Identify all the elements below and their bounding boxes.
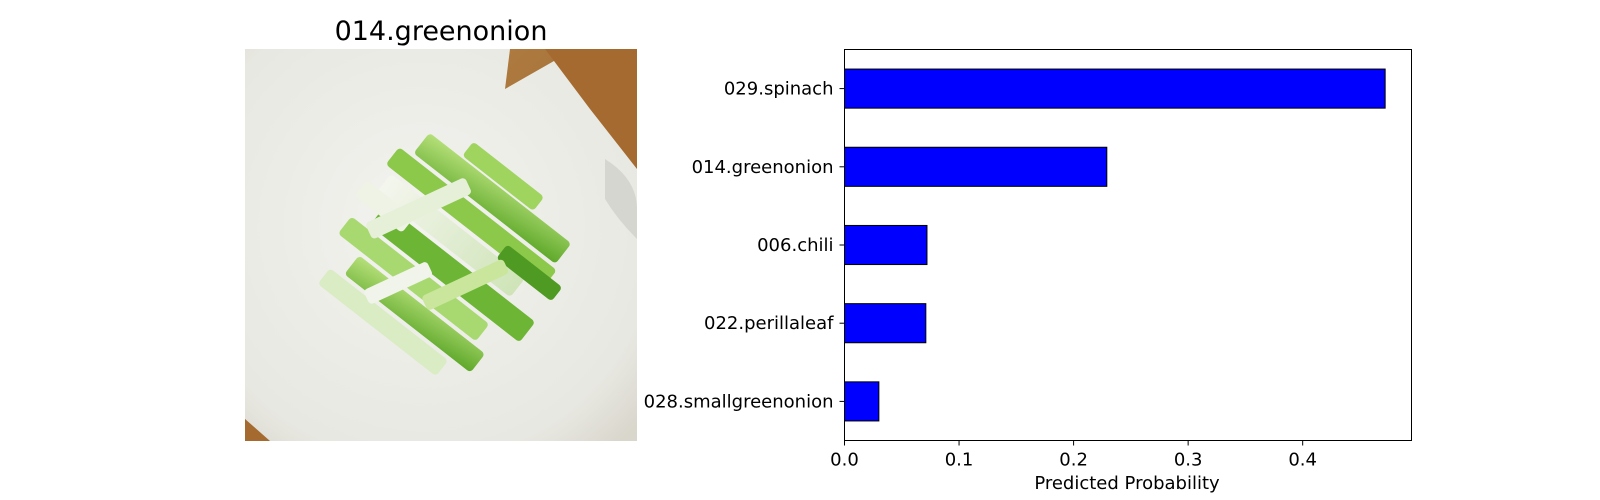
x-tick-label: 0.1 bbox=[945, 450, 974, 471]
x-tick-label: 0.0 bbox=[830, 450, 859, 471]
x-tick-label: 0.2 bbox=[1059, 450, 1088, 471]
bar-014.greenonion bbox=[844, 146, 1108, 187]
x-tick-label: 0.3 bbox=[1174, 450, 1203, 471]
y-tick-label: 022.perillaleaf bbox=[704, 313, 834, 334]
bar-029.spinach bbox=[844, 68, 1386, 109]
bar-028.smallgreenonion bbox=[844, 381, 880, 422]
green-onion-photo-illustration bbox=[245, 49, 637, 441]
bar-006.chili bbox=[844, 224, 928, 266]
y-tick-label: 028.smallgreenonion bbox=[644, 391, 834, 412]
y-tick-label: 006.chili bbox=[757, 235, 833, 256]
y-tick-label: 029.spinach bbox=[724, 79, 834, 100]
image-title: 014.greenonion bbox=[334, 16, 548, 47]
bars-layer bbox=[844, 68, 1386, 422]
y-axis: 029.spinach 014.greenonion 006.chili 022.pe… bbox=[644, 79, 845, 412]
x-tick-label: 0.4 bbox=[1288, 450, 1317, 471]
x-axis: 0.0 0.1 0.2 0.3 0.4 bbox=[830, 440, 1317, 471]
food-photo bbox=[245, 49, 637, 441]
bar-022.perillaleaf bbox=[844, 303, 927, 344]
y-tick-label: 014.greenonion bbox=[692, 157, 834, 178]
x-axis-label: Predicted Probability bbox=[1034, 473, 1220, 494]
